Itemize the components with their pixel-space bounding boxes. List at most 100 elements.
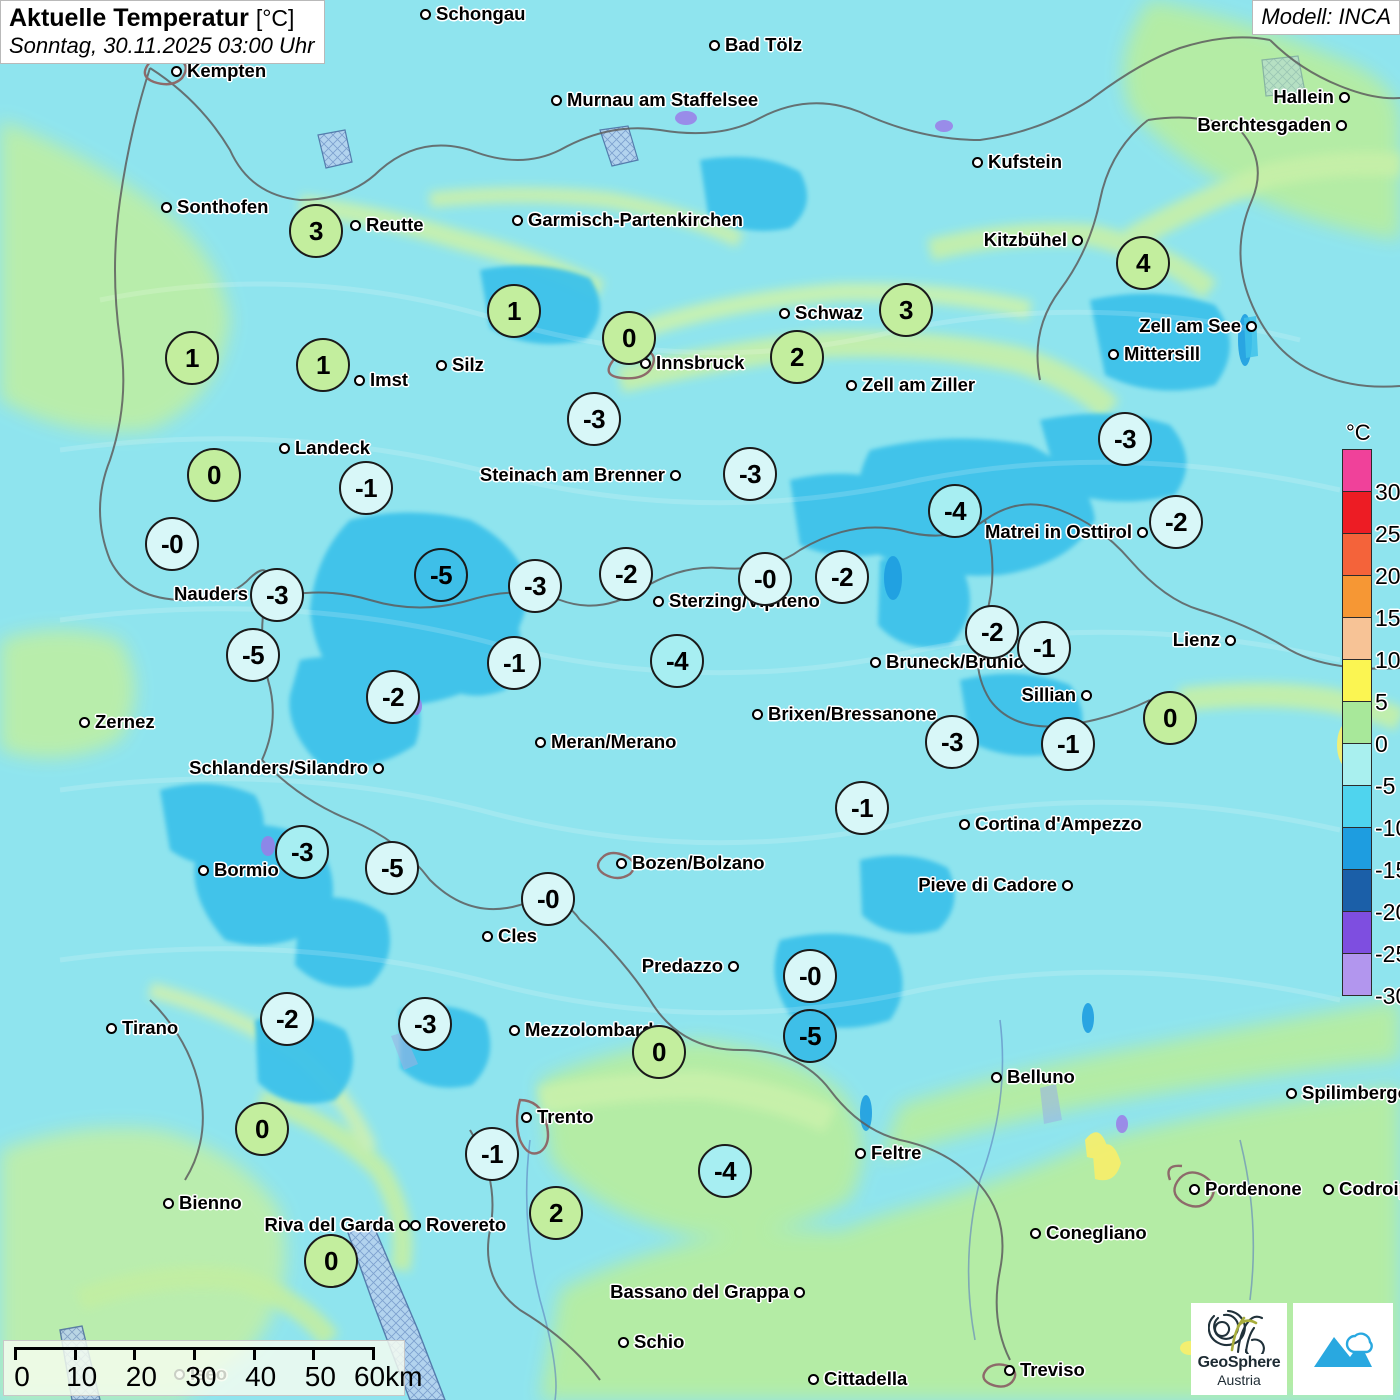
city-marker: Bormio bbox=[198, 859, 279, 881]
colorbar-band: -30 bbox=[1343, 954, 1400, 1009]
city-dot-icon bbox=[1004, 1364, 1015, 1376]
weather-logo[interactable] bbox=[1293, 1303, 1393, 1395]
city-marker: Conegliano bbox=[1030, 1222, 1147, 1244]
city-name: Rovereto bbox=[426, 1214, 507, 1235]
city-name: Lienz bbox=[1172, 629, 1220, 650]
colorbar-tick-label: 25 bbox=[1375, 521, 1400, 547]
colorbar-band: -25 bbox=[1343, 912, 1400, 967]
city-name: Mezzolombardo bbox=[525, 1019, 665, 1040]
city-dot-icon bbox=[618, 1336, 629, 1348]
city-marker: Kitzbühel bbox=[984, 229, 1083, 251]
city-dot-icon bbox=[482, 930, 493, 942]
colorbar-band: -15 bbox=[1343, 828, 1400, 883]
city-dot-icon bbox=[1137, 526, 1148, 538]
temperature-bubble: -2 bbox=[599, 547, 653, 601]
colorbar-band: -10 bbox=[1343, 786, 1400, 841]
city-dot-icon bbox=[972, 156, 983, 168]
city-marker: Belluno bbox=[991, 1066, 1075, 1088]
temperature-bubble: -3 bbox=[275, 825, 329, 879]
city-dot-icon bbox=[535, 736, 546, 748]
city-name: Garmisch-Partenkirchen bbox=[528, 209, 743, 230]
temperature-bubble: -1 bbox=[339, 461, 393, 515]
city-dot-icon bbox=[752, 708, 763, 720]
temperature-bubble: 4 bbox=[1116, 236, 1170, 290]
temperature-bubble: -1 bbox=[1017, 621, 1071, 675]
city-name: Schlanders/Silandro bbox=[189, 757, 368, 778]
city-name: Codroipo bbox=[1339, 1178, 1400, 1199]
city-name: Meran/Merano bbox=[551, 731, 677, 752]
scale-tick bbox=[133, 1347, 137, 1360]
city-name: Bormio bbox=[214, 859, 279, 880]
model-label: Modell: INCA bbox=[1252, 0, 1400, 35]
title-datetime: Sonntag, 30.11.2025 03:00 Uhr bbox=[9, 32, 315, 58]
city-dot-icon bbox=[1072, 234, 1083, 246]
city-name: Tirano bbox=[122, 1017, 179, 1038]
city-marker: Steinach am Brenner bbox=[480, 464, 681, 486]
scale-tick bbox=[252, 1347, 256, 1360]
geosphere-logo[interactable]: GeoSphere Austria bbox=[1191, 1303, 1287, 1395]
city-dot-icon bbox=[350, 219, 361, 231]
city-marker: Mittersill bbox=[1108, 343, 1200, 365]
city-name: Spilimbergo bbox=[1302, 1082, 1400, 1103]
city-dot-icon bbox=[1030, 1227, 1041, 1239]
city-dot-icon bbox=[79, 716, 90, 728]
temperature-bubble: -3 bbox=[398, 997, 452, 1051]
city-dot-icon bbox=[709, 39, 720, 51]
city-marker: Trento bbox=[521, 1106, 594, 1128]
city-marker: Schio bbox=[618, 1331, 684, 1353]
colorbar-band: -20 bbox=[1343, 870, 1400, 925]
temperature-bubble: -0 bbox=[783, 949, 837, 1003]
city-marker: Lienz bbox=[1173, 629, 1236, 651]
temperature-bubble: -5 bbox=[226, 628, 280, 682]
temperature-bubble: -4 bbox=[698, 1144, 752, 1198]
city-marker: Cles bbox=[482, 925, 537, 947]
scale-tick-label: 60km bbox=[353, 1361, 423, 1392]
city-dot-icon bbox=[436, 359, 447, 371]
city-dot-icon bbox=[373, 762, 384, 774]
city-name: Landeck bbox=[295, 437, 371, 458]
geosphere-name: GeoSphere bbox=[1197, 1354, 1281, 1371]
city-dot-icon bbox=[512, 214, 523, 226]
city-name: Mittersill bbox=[1124, 343, 1201, 364]
mountain-cloud-icon bbox=[1314, 1329, 1374, 1367]
city-name: Schio bbox=[634, 1331, 685, 1352]
city-name: Treviso bbox=[1020, 1359, 1085, 1380]
temperature-bubble: 0 bbox=[235, 1102, 289, 1156]
city-dot-icon bbox=[855, 1147, 866, 1159]
scale-tick-label: 20 bbox=[125, 1361, 157, 1392]
city-dot-icon bbox=[106, 1022, 117, 1034]
colorbar-band: -5 bbox=[1343, 744, 1395, 799]
scale-tick bbox=[14, 1347, 17, 1360]
city-dot-icon bbox=[670, 469, 681, 481]
colorbar-band: 15 bbox=[1343, 576, 1400, 631]
city-marker: Garmisch-Partenkirchen bbox=[512, 209, 743, 231]
city-name: Conegliano bbox=[1046, 1222, 1147, 1243]
city-name: Matrei in Osttirol bbox=[985, 521, 1132, 542]
city-dot-icon bbox=[410, 1219, 421, 1231]
city-name: Hallein bbox=[1273, 86, 1334, 107]
city-dot-icon bbox=[959, 818, 970, 830]
title-unit: [°C] bbox=[255, 5, 295, 31]
city-dot-icon bbox=[653, 595, 664, 607]
colorbar-tick-label: -5 bbox=[1375, 773, 1396, 799]
city-name: Murnau am Staffelsee bbox=[567, 89, 759, 110]
city-marker: Imst bbox=[354, 369, 408, 391]
colorbar-tick-label: 0 bbox=[1375, 731, 1388, 757]
city-marker: Sillian bbox=[1022, 684, 1092, 706]
scale-ruler bbox=[14, 1347, 375, 1361]
temperature-bubble: 0 bbox=[632, 1025, 686, 1079]
temperature-bubble: -2 bbox=[366, 670, 420, 724]
colorbar-band: 20 bbox=[1343, 534, 1400, 589]
city-dot-icon bbox=[420, 8, 431, 20]
colorbar-band: 10 bbox=[1343, 618, 1400, 673]
city-name: Kufstein bbox=[988, 151, 1062, 172]
city-marker: Berchtesgaden bbox=[1197, 114, 1347, 136]
city-marker: Kempten bbox=[171, 60, 266, 82]
colorbar-tick-label: 5 bbox=[1375, 689, 1388, 715]
city-marker: Spilimbergo bbox=[1286, 1082, 1400, 1104]
city-marker: Sterzing/Vipiteno bbox=[653, 590, 820, 612]
colorbar-band: 5 bbox=[1343, 660, 1388, 715]
temperature-bubble: -0 bbox=[738, 552, 792, 606]
temperature-bubble: -1 bbox=[835, 781, 889, 835]
city-name: Imst bbox=[370, 369, 409, 390]
